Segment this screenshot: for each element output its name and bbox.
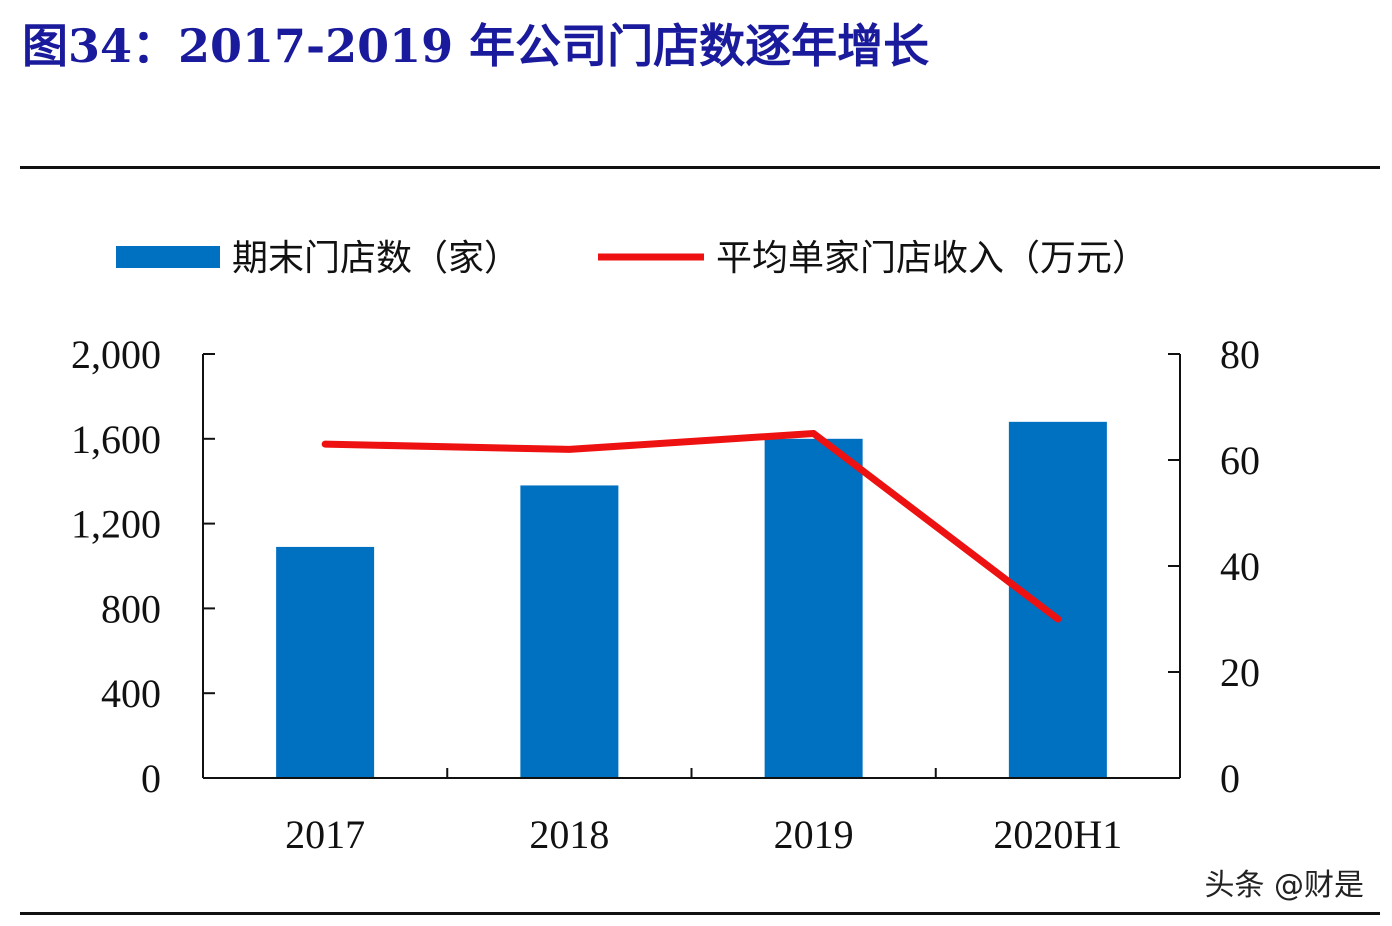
line-series — [321, 430, 1062, 623]
right-tick-label: 60 — [1220, 438, 1260, 483]
line-point-2017 — [322, 441, 329, 448]
x-tick-label-2017: 2017 — [285, 812, 365, 857]
bar-series — [276, 421, 1107, 778]
bar-2017 — [276, 546, 375, 778]
line-series-path — [321, 430, 1062, 623]
x-tick-label-2018: 2018 — [529, 812, 609, 857]
legend-label-line: 平均单家门店收入（万元） — [716, 238, 1148, 279]
bottom-rule — [20, 912, 1380, 915]
watermark: 头条 @财是 — [1204, 868, 1364, 903]
legend: 期末门店数（家） 平均单家门店收入（万元） — [116, 238, 1148, 279]
legend-swatch-bar — [116, 246, 220, 268]
left-tick-label: 1,600 — [71, 417, 161, 462]
left-tick-label: 0 — [141, 756, 161, 801]
bar-2020H1 — [1008, 421, 1107, 778]
line-point-2019 — [810, 430, 817, 437]
left-tick-label: 400 — [101, 671, 161, 716]
line-point-2018 — [566, 446, 573, 453]
figure-title: 图34：2017-2019 年公司门店数逐年增长 — [22, 19, 930, 73]
left-tick-label: 1,200 — [71, 502, 161, 547]
left-tick-label: 800 — [101, 586, 161, 631]
right-tick-label: 40 — [1220, 544, 1260, 589]
line-point-2020H1 — [1054, 616, 1061, 622]
axes — [202, 353, 1181, 779]
right-tick-label: 20 — [1220, 650, 1260, 695]
top-rule — [20, 166, 1380, 169]
legend-label-bar: 期末门店数（家） — [232, 238, 520, 279]
right-tick-label: 0 — [1220, 756, 1240, 801]
bar-2018 — [520, 485, 619, 778]
left-tick-label: 2,000 — [71, 332, 161, 377]
right-tick-label: 80 — [1220, 332, 1260, 377]
x-tick-label-2019: 2019 — [774, 812, 854, 857]
bar-2019 — [764, 438, 863, 778]
tick-labels: 0 400 800 1,200 1,600 2,000 0 20 40 60 80 2017 2018 2… — [71, 332, 1260, 857]
x-tick-label-2020H1: 2020H1 — [993, 812, 1122, 857]
